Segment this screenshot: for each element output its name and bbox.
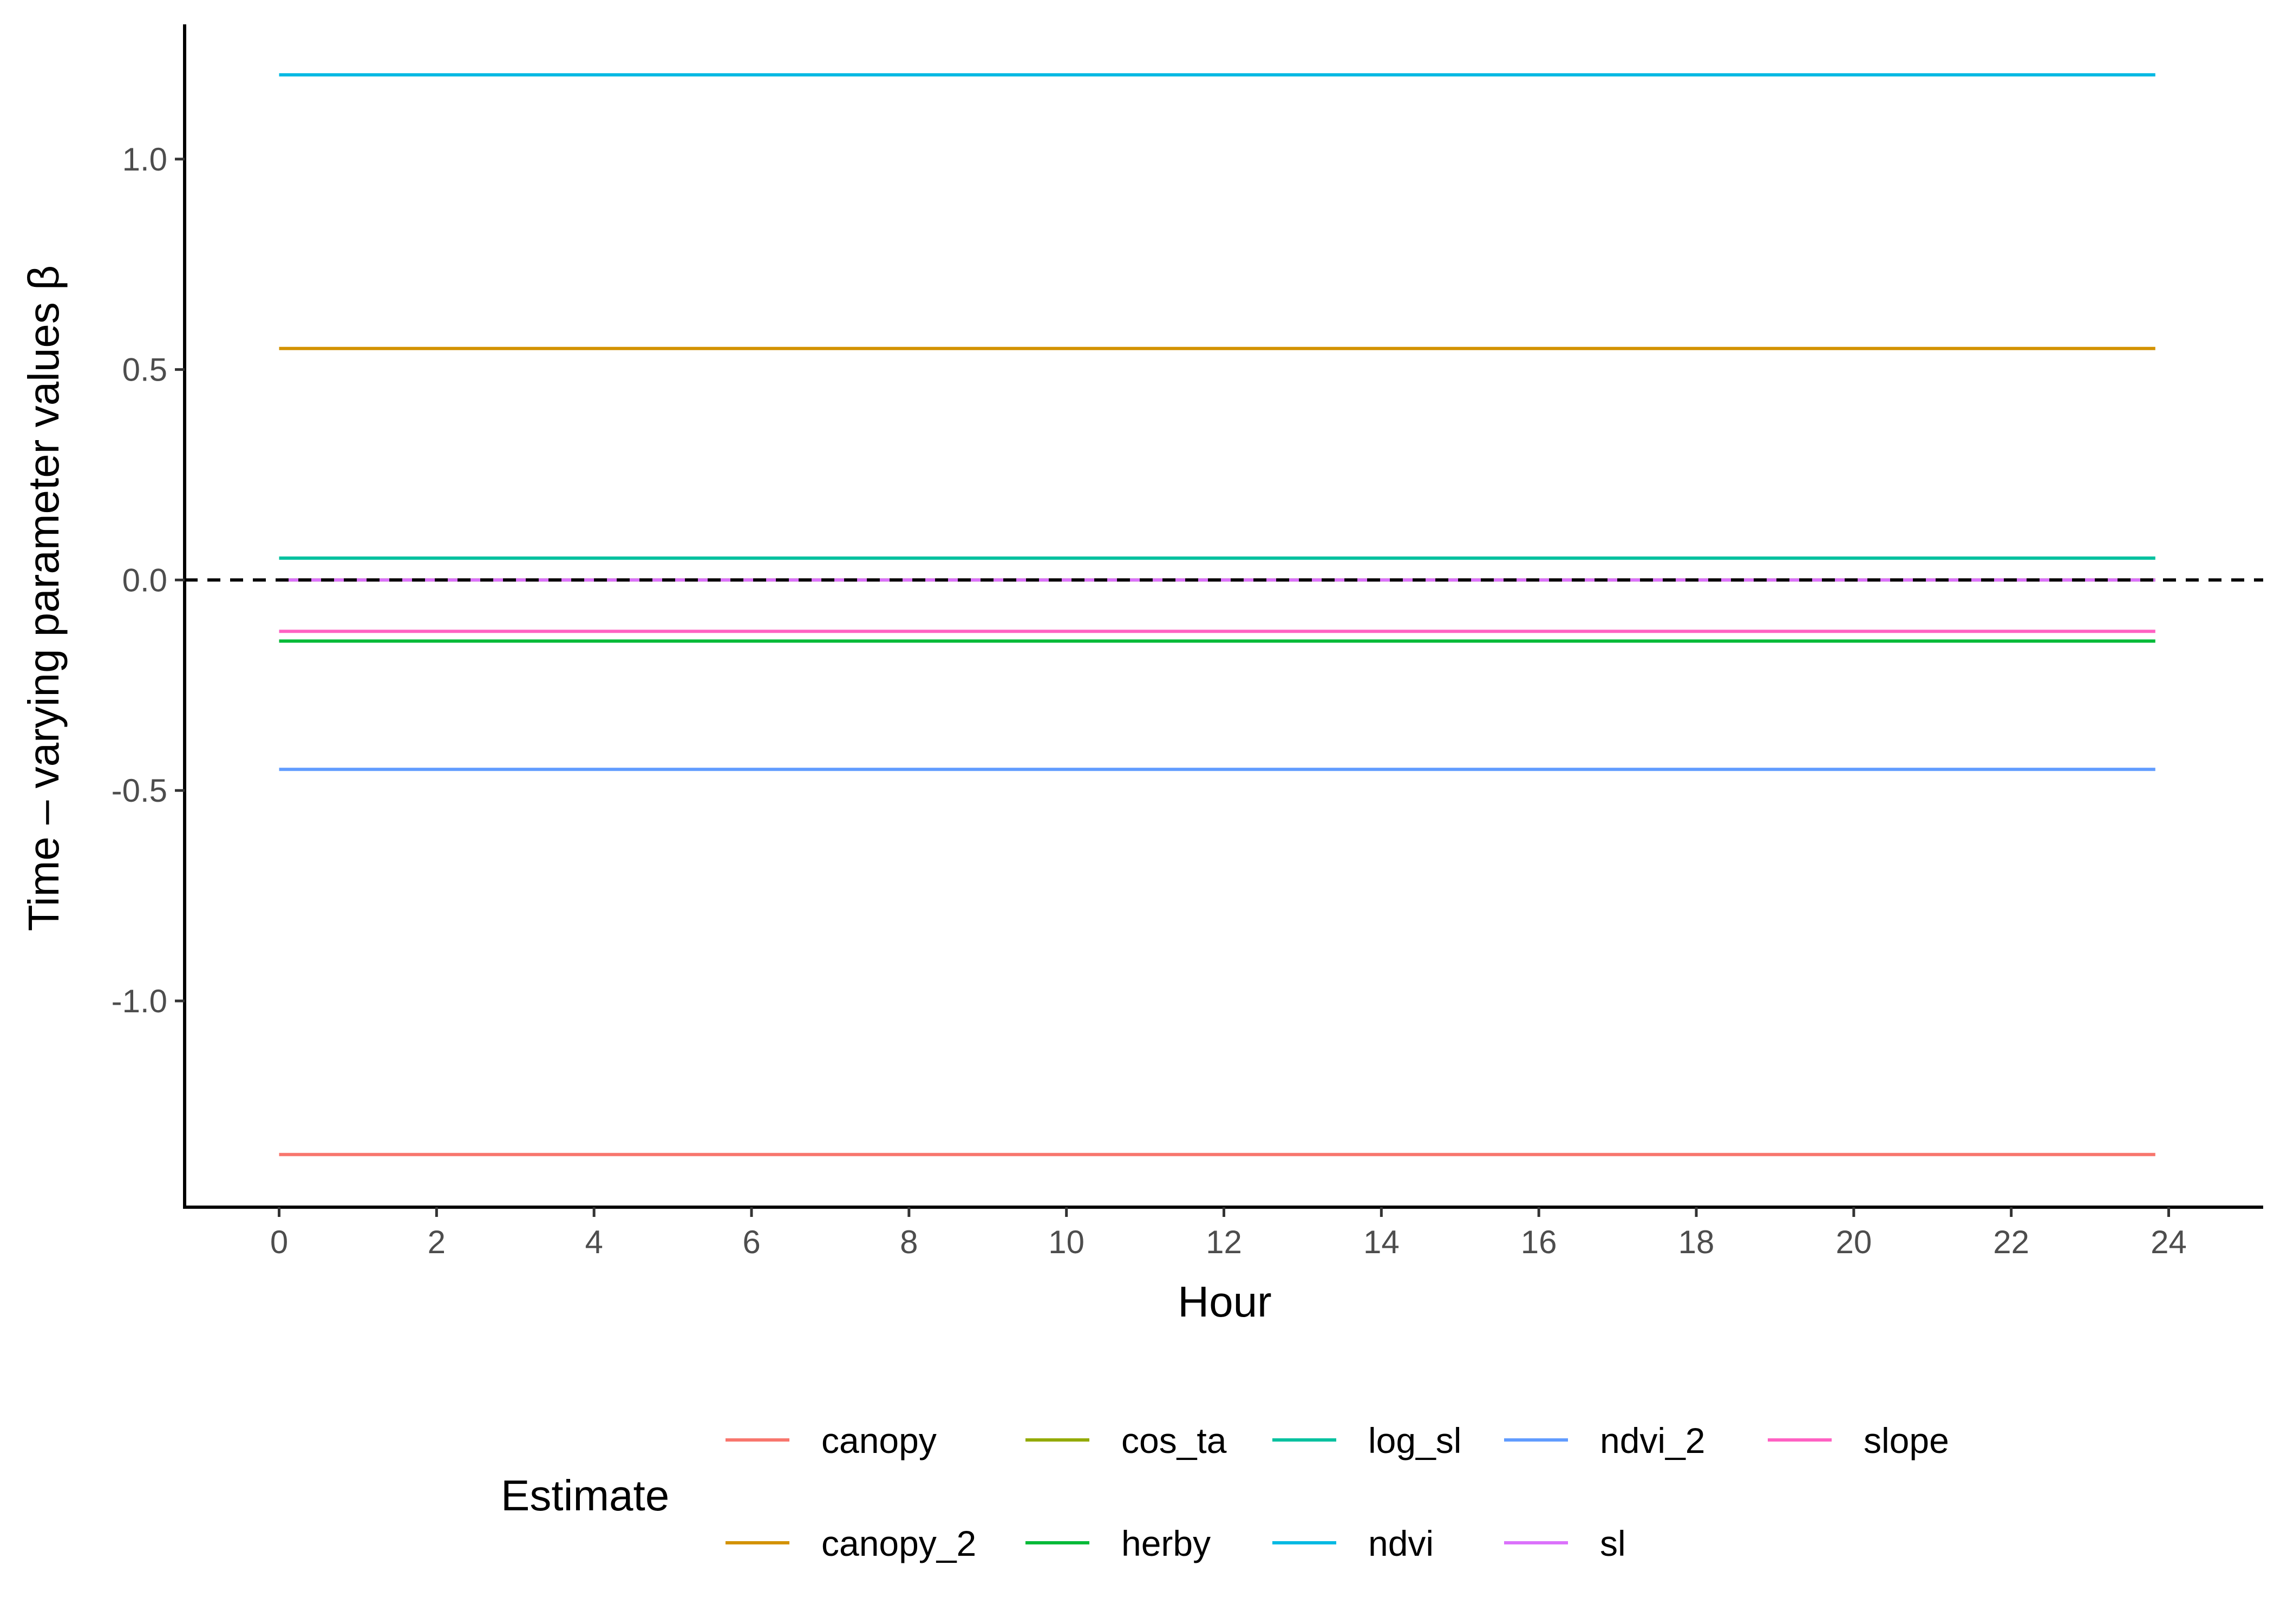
y-tick-label: 0.5: [122, 352, 167, 388]
legend-label-ndvi: ndvi: [1368, 1523, 1434, 1563]
x-tick-label: 12: [1206, 1224, 1242, 1260]
legend-title: Estimate: [501, 1471, 669, 1520]
x-tick-label: 16: [1521, 1224, 1557, 1260]
legend-label-canopy-2: canopy_2: [821, 1523, 976, 1563]
y-tick-label: -1.0: [112, 983, 167, 1019]
x-axis-title: Hour: [1178, 1278, 1271, 1326]
legend-label-herby: herby: [1121, 1523, 1211, 1563]
x-tick-label: 14: [1363, 1224, 1400, 1260]
x-tick-label: 0: [270, 1224, 288, 1260]
x-tick-label: 18: [1678, 1224, 1715, 1260]
legend-label-slope: slope: [1864, 1420, 1949, 1461]
y-tick-label: 0.0: [122, 562, 167, 598]
axes-layer: [183, 24, 2263, 1209]
x-tick-label: 22: [1993, 1224, 2029, 1260]
y-ticks: 1.0 0.5 0.0 -0.5 -1.0: [112, 141, 185, 1019]
legend-label-cos-ta: cos_ta: [1121, 1420, 1227, 1461]
x-tick-label: 20: [1835, 1224, 1872, 1260]
y-axis-title: Time – varying parameter values β: [19, 265, 68, 931]
legend-label-ndvi-2: ndvi_2: [1600, 1420, 1706, 1461]
series-layer: [279, 73, 2155, 1156]
x-tick-label: 10: [1048, 1224, 1084, 1260]
x-tick-label: 6: [742, 1224, 760, 1260]
y-tick-label: -0.5: [112, 772, 167, 809]
x-tick-label: 8: [900, 1224, 918, 1260]
legend-label-canopy: canopy: [821, 1420, 937, 1461]
legend-label-log-sl: log_sl: [1368, 1420, 1461, 1461]
x-ticks: 0 2 4 6 8 10 12 14 16 18 20 22 24: [270, 1207, 2187, 1260]
x-tick-label: 2: [428, 1224, 446, 1260]
legend-label-sl: sl: [1600, 1523, 1626, 1563]
x-tick-label: 24: [2151, 1224, 2187, 1260]
y-tick-label: 1.0: [122, 141, 167, 178]
x-tick-label: 4: [585, 1224, 603, 1260]
